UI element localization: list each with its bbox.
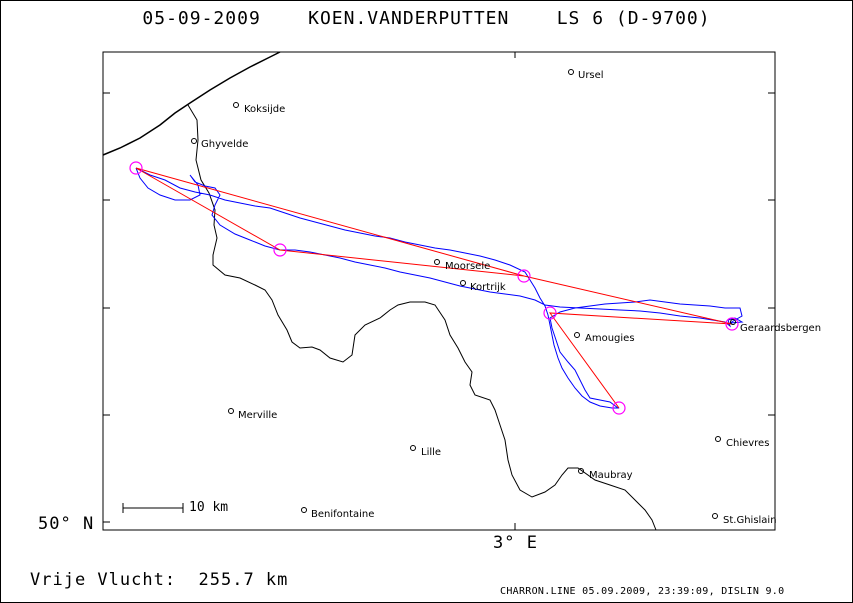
axis-ticks [103,52,775,530]
longitude-label: 3° E [493,533,538,553]
town-label-benifontaine: Benifontaine [311,509,375,520]
town-label-maubray: Maubray [589,470,633,481]
distance-label: Vrije Vlucht: 255.7 km [30,570,289,590]
turnpoint-finish [725,317,739,331]
page-title: 05-09-2009 KOEN.VANDERPUTTEN LS 6 (D-970… [142,8,711,29]
town-label-koksijde: Koksijde [244,104,286,115]
turnpoint [543,306,557,320]
town-dot-lille [410,445,416,451]
town-dot-kortrijk [460,280,466,286]
map-border [102,51,776,531]
town-dot-geraardsbergen [730,319,736,325]
town-dot-koksijde [233,102,239,108]
turnpoint-start [129,161,143,175]
town-label-kortrijk: Kortrijk [470,282,506,293]
credits-label: CHARRON.LINE 05.09.2009, 23:39:09, DISLI… [500,586,785,597]
town-label-moorsele: Moorsele [445,261,491,272]
town-dot-merville [228,408,234,414]
flight-track [135,167,744,409]
town-dot-chievres [715,436,721,442]
town-label-st-ghislain: St.Ghislain [723,515,777,526]
scale-label: 10 km [189,500,229,515]
turnpoint [517,269,531,283]
town-dot-ghyvelde [191,138,197,144]
town-dot-moorsele [434,259,440,265]
coastline [102,51,281,156]
border-line [187,104,657,531]
turnpoint [273,243,287,257]
town-label-amougies: Amougies [585,333,635,344]
town-markers [191,69,736,519]
town-dot-amougies [574,332,580,338]
turnpoints [129,161,739,415]
task-line [135,167,733,409]
town-dot-st-ghislain [712,513,718,519]
town-dot-maubray [578,468,584,474]
latitude-label: 50° N [38,514,95,534]
turnpoint [612,401,626,415]
town-dot-ursel [568,69,574,75]
town-label-ursel: Ursel [578,70,604,81]
town-label-chievres: Chievres [726,438,770,449]
town-dot-benifontaine [301,507,307,513]
scale-bar [122,503,184,513]
town-label-lille: Lille [421,447,442,458]
town-label-geraardsbergen: Geraardsbergen [740,323,822,334]
town-label-ghyvelde: Ghyvelde [201,139,249,150]
town-label-merville: Merville [238,410,278,421]
